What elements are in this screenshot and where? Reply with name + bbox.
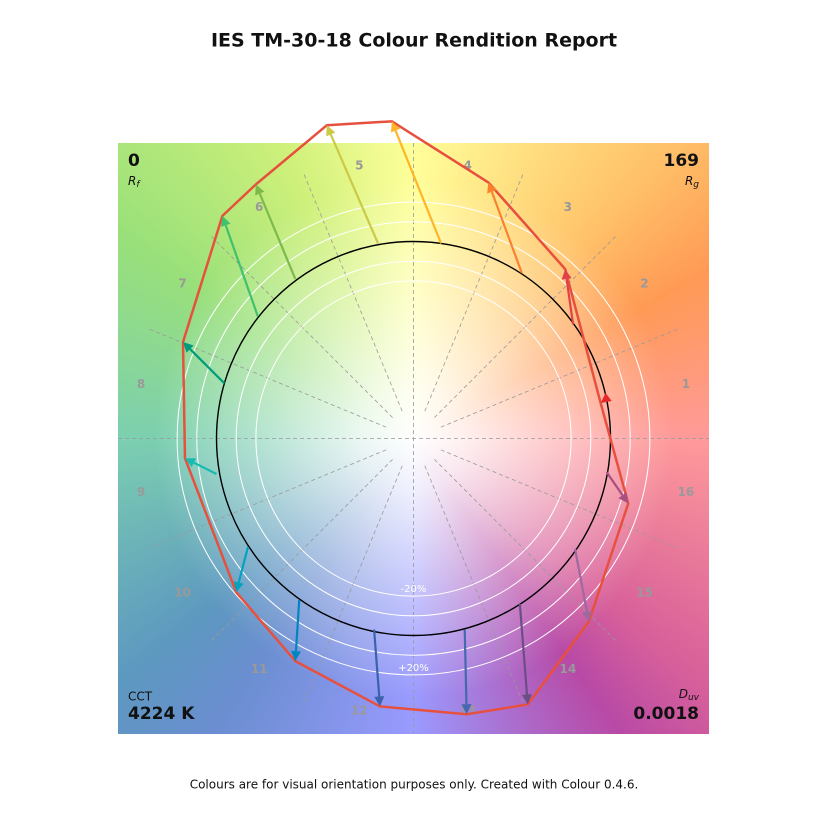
cct-unit: K — [181, 704, 195, 724]
arrow-shaft — [373, 629, 381, 697]
chart-title: IES TM-30-18 Colour Rendition Report — [211, 30, 617, 52]
vector-arrow — [600, 393, 612, 404]
vector-arrow — [221, 215, 259, 317]
rf-label: Rf — [128, 174, 141, 190]
bin-label: 11 — [251, 662, 268, 676]
cct-label: CCT — [128, 690, 153, 704]
ring — [196, 221, 631, 656]
arrow-head — [326, 125, 336, 137]
bin-label: 3 — [564, 200, 572, 214]
rf-symbol: R — [128, 174, 136, 188]
arrow-head — [183, 341, 194, 353]
arrow-head — [461, 704, 472, 715]
ring — [235, 260, 592, 617]
rg-symbol: R — [685, 174, 693, 188]
arrow-shaft — [518, 603, 529, 695]
arrow-head — [374, 696, 385, 707]
vector-arrow — [233, 546, 250, 593]
rg-value: 169 — [664, 151, 700, 171]
arrow-shaft — [189, 348, 226, 385]
duv-label: Duv — [679, 687, 700, 703]
arrow-shaft — [605, 471, 624, 496]
test-polygon — [181, 120, 630, 716]
vector-arrow — [255, 184, 297, 280]
vector-arrow — [184, 458, 217, 475]
bin-label: 14 — [559, 662, 576, 676]
bin-label: 5 — [355, 159, 363, 173]
arrow-head — [600, 393, 612, 404]
arrow-shaft — [463, 629, 468, 705]
vector-arrow — [461, 629, 472, 715]
arrow-head — [582, 610, 592, 622]
rg-label: Rg — [685, 174, 699, 190]
arrow-shaft — [224, 224, 259, 317]
bin-label: 7 — [178, 277, 186, 291]
bin-label: 16 — [678, 485, 695, 499]
ring-label: +20% — [398, 663, 429, 674]
bin-label: 1 — [682, 377, 690, 391]
bin-label: 8 — [137, 377, 145, 391]
ring — [255, 280, 572, 597]
bin-label: 10 — [174, 585, 191, 599]
arrow-head — [487, 182, 497, 194]
bin-label: 4 — [464, 159, 472, 173]
cct-number: 4224 — [128, 704, 175, 724]
arrow-shaft — [573, 548, 589, 613]
ring — [176, 201, 651, 676]
arrow-head — [390, 121, 401, 133]
arrow-shaft — [294, 599, 301, 652]
vector-arrow — [518, 603, 532, 705]
arrow-shaft — [237, 546, 250, 583]
cct-value: 4224 K — [128, 704, 195, 724]
bin-label: 2 — [640, 277, 648, 291]
vector-arrow — [290, 599, 301, 662]
duv-symbol: D — [679, 687, 688, 701]
vector-arrow — [605, 471, 629, 504]
vector-arrow — [573, 548, 592, 622]
arrow-shaft — [193, 461, 217, 475]
bin-label: 12 — [351, 703, 368, 717]
vector-arrow — [183, 341, 226, 385]
arrow-head — [290, 650, 301, 662]
rf-subscript: f — [136, 180, 141, 190]
vector-arrow — [390, 121, 443, 244]
bin-label: 9 — [137, 485, 145, 499]
duv-subscript: uv — [688, 693, 700, 703]
rf-value: 0 — [128, 151, 140, 171]
arrow-head — [221, 215, 231, 227]
arrow-shaft — [258, 193, 297, 280]
arrow-head — [521, 694, 532, 705]
arrow-shaft — [329, 134, 380, 244]
arrow-head — [255, 184, 265, 196]
bin-label: 15 — [636, 585, 653, 599]
arrow-head — [618, 492, 629, 504]
arrow-shaft — [565, 278, 575, 325]
vector-arrow — [487, 182, 523, 274]
arrow-head — [561, 269, 572, 280]
ring-label: -20% — [401, 584, 427, 595]
vector-arrow — [373, 629, 385, 707]
bin-label: 6 — [255, 200, 263, 214]
vector-arrow — [561, 269, 575, 325]
vector-arrow — [326, 125, 380, 244]
arrow-head — [233, 581, 244, 593]
arrow-shaft — [490, 191, 523, 274]
duv-value: 0.0018 — [633, 704, 699, 724]
arrow-head — [184, 458, 197, 468]
arrow-shaft — [394, 130, 443, 244]
footnote: Colours are for visual orientation purpo… — [190, 778, 639, 792]
rg-subscript: g — [693, 180, 699, 190]
